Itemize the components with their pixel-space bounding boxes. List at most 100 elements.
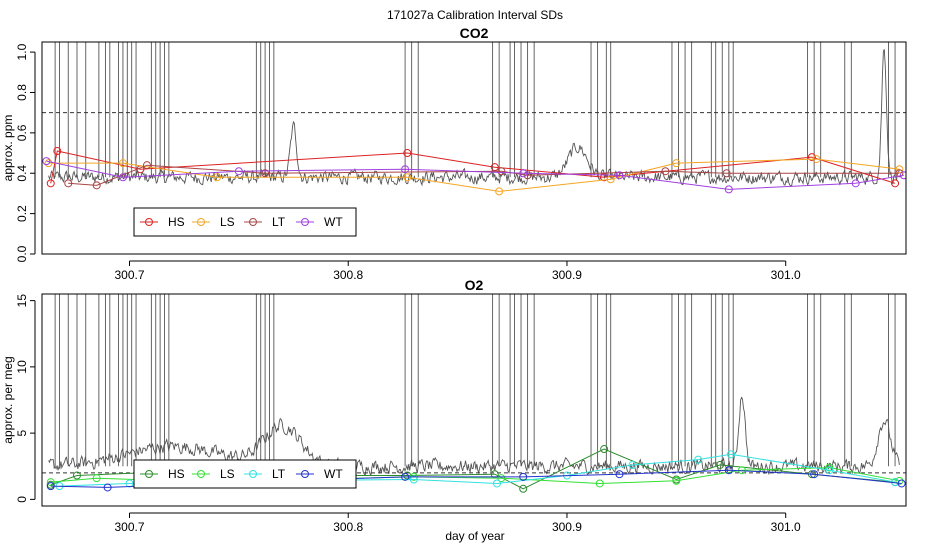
series-point — [727, 450, 736, 459]
legend-marker — [249, 470, 257, 478]
series-point — [53, 147, 62, 156]
series-ls — [44, 155, 904, 196]
legend-marker — [197, 218, 205, 226]
series-point — [72, 471, 81, 480]
y-tick-label: 5 — [15, 429, 29, 436]
series-point — [492, 479, 501, 488]
series-point — [895, 165, 904, 174]
legend-label: WT — [324, 467, 343, 481]
x-tick-label: 300.9 — [552, 268, 582, 282]
legend-marker — [145, 218, 153, 226]
series-wt — [42, 157, 906, 194]
series-point — [92, 474, 101, 483]
series-point — [409, 475, 418, 484]
series-point — [812, 155, 821, 164]
legend-label: WT — [324, 215, 343, 229]
series-point — [694, 455, 703, 464]
legend-label: HS — [168, 215, 185, 229]
figure-title: 171027a Calibration Interval SDs — [387, 8, 563, 22]
y-tick-label: 0.6 — [15, 124, 29, 141]
series-point — [519, 169, 528, 178]
legend-label: LT — [272, 467, 286, 481]
legend-label: HS — [168, 467, 185, 481]
series-point — [103, 483, 112, 492]
series-line — [50, 448, 896, 490]
series-point — [851, 179, 860, 188]
series-point — [661, 167, 670, 176]
series-point — [716, 460, 725, 469]
series-point — [895, 169, 904, 178]
series-point — [628, 460, 637, 469]
series-point — [724, 466, 733, 475]
legend-marker — [249, 218, 257, 226]
series-point — [519, 472, 528, 481]
x-tick-label: 301.0 — [771, 520, 801, 534]
series-point — [615, 171, 624, 180]
series-point — [722, 169, 731, 178]
y-tick-label: 0.8 — [15, 84, 29, 101]
series-point — [672, 476, 681, 485]
series-point — [807, 153, 816, 162]
series-point — [897, 479, 906, 488]
y-tick-label: 15 — [15, 294, 29, 308]
series-point — [403, 149, 412, 158]
series-point — [92, 181, 101, 190]
panel-title: CO2 — [460, 25, 489, 41]
legend-marker — [301, 218, 309, 226]
x-tick-label: 300.8 — [333, 520, 363, 534]
series-point — [46, 179, 55, 188]
plot-frame — [41, 293, 907, 507]
series-point — [600, 445, 609, 454]
series-point — [895, 476, 904, 485]
series-lt — [64, 161, 904, 190]
y-tick-label: 0.4 — [15, 165, 29, 182]
series-point — [46, 482, 55, 491]
background-trace — [48, 42, 900, 187]
background-trace — [48, 294, 900, 477]
series-point — [497, 167, 506, 176]
series-point — [825, 463, 834, 472]
series-point — [118, 173, 127, 182]
series-point — [490, 163, 499, 172]
legend-marker — [145, 470, 153, 478]
series-point — [212, 173, 221, 182]
series-point — [615, 470, 624, 479]
x-tick-label: 300.7 — [114, 520, 144, 534]
y-tick-label: 10 — [15, 360, 29, 374]
series-point — [261, 169, 270, 178]
series-point — [42, 157, 51, 166]
series-point — [724, 185, 733, 194]
series-line — [48, 158, 900, 192]
y-tick-label: 0.0 — [15, 245, 29, 262]
x-tick-label: 300.9 — [552, 520, 582, 534]
series-line — [46, 160, 904, 190]
x-tick-label: 300.8 — [333, 268, 363, 282]
series-point — [523, 171, 532, 180]
series-point — [891, 179, 900, 188]
legend-label: LS — [220, 215, 235, 229]
legend-marker — [197, 470, 205, 478]
y-tick-label: 1.0 — [15, 43, 29, 60]
x-tick-label: 300.7 — [114, 268, 144, 282]
legend-label: LT — [272, 215, 286, 229]
y-tick-label: 0 — [15, 496, 29, 503]
plot-frame — [41, 41, 907, 255]
series-line — [68, 164, 900, 186]
series-point — [142, 161, 151, 170]
series-point — [519, 484, 528, 493]
x-tick-label: 301.0 — [771, 268, 801, 282]
y-tick-label: 0.2 — [15, 205, 29, 222]
series-point — [401, 165, 410, 174]
series-point — [497, 474, 506, 483]
series-point — [825, 466, 834, 475]
legend-label: LS — [220, 467, 235, 481]
y-axis-label: approx. ppm — [1, 115, 15, 182]
series-point — [118, 159, 127, 168]
series-point — [401, 472, 410, 481]
y-axis-label: approx. per meg — [1, 356, 15, 443]
panel-title: O2 — [465, 277, 484, 293]
trace-line — [48, 49, 900, 187]
series-point — [234, 167, 243, 176]
